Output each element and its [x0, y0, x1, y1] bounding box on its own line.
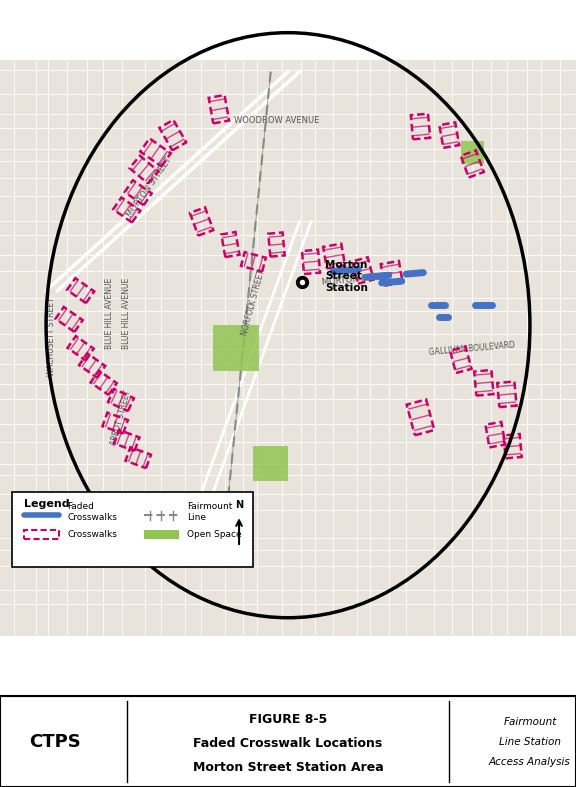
Text: Open Space: Open Space [187, 530, 242, 539]
Text: Faded
Crosswalks: Faded Crosswalks [67, 502, 118, 522]
Text: Morton
Street
Station: Morton Street Station [325, 260, 368, 293]
Text: Fairmount: Fairmount [503, 717, 556, 727]
FancyBboxPatch shape [144, 530, 179, 539]
Text: BLUE HILL AVENUE: BLUE HILL AVENUE [122, 278, 131, 349]
Text: Line Station: Line Station [499, 737, 561, 747]
Text: NORFOLK STREET: NORFOLK STREET [240, 268, 267, 336]
Text: WOODROW AVENUE: WOODROW AVENUE [234, 116, 319, 125]
Text: MORTON STREET: MORTON STREET [321, 272, 393, 286]
Text: FIGURE 8-5: FIGURE 8-5 [249, 712, 327, 726]
Text: WACHUSETT STREET: WACHUSETT STREET [47, 297, 56, 376]
Text: CTPS: CTPS [29, 733, 81, 751]
Text: GALLIVAN BOULEVARD: GALLIVAN BOULEVARD [429, 340, 516, 357]
Text: Fairmount
Line: Fairmount Line [187, 502, 233, 522]
Text: Legend: Legend [24, 499, 70, 509]
Text: Crosswalks: Crosswalks [67, 530, 118, 539]
Text: Faded Crosswalk Locations: Faded Crosswalk Locations [194, 737, 382, 750]
Text: ABBOT STREET: ABBOT STREET [109, 389, 132, 446]
Text: N: N [235, 500, 243, 509]
Text: Access Analysis: Access Analysis [489, 756, 571, 767]
FancyBboxPatch shape [12, 492, 253, 567]
Text: BLUE HILL AVENUE: BLUE HILL AVENUE [105, 278, 114, 349]
Text: MORTON STREET: MORTON STREET [126, 155, 174, 219]
Bar [253, 446, 288, 481]
Bar [461, 141, 484, 164]
Bar [213, 325, 259, 371]
Text: Morton Street Station Area: Morton Street Station Area [192, 760, 384, 774]
